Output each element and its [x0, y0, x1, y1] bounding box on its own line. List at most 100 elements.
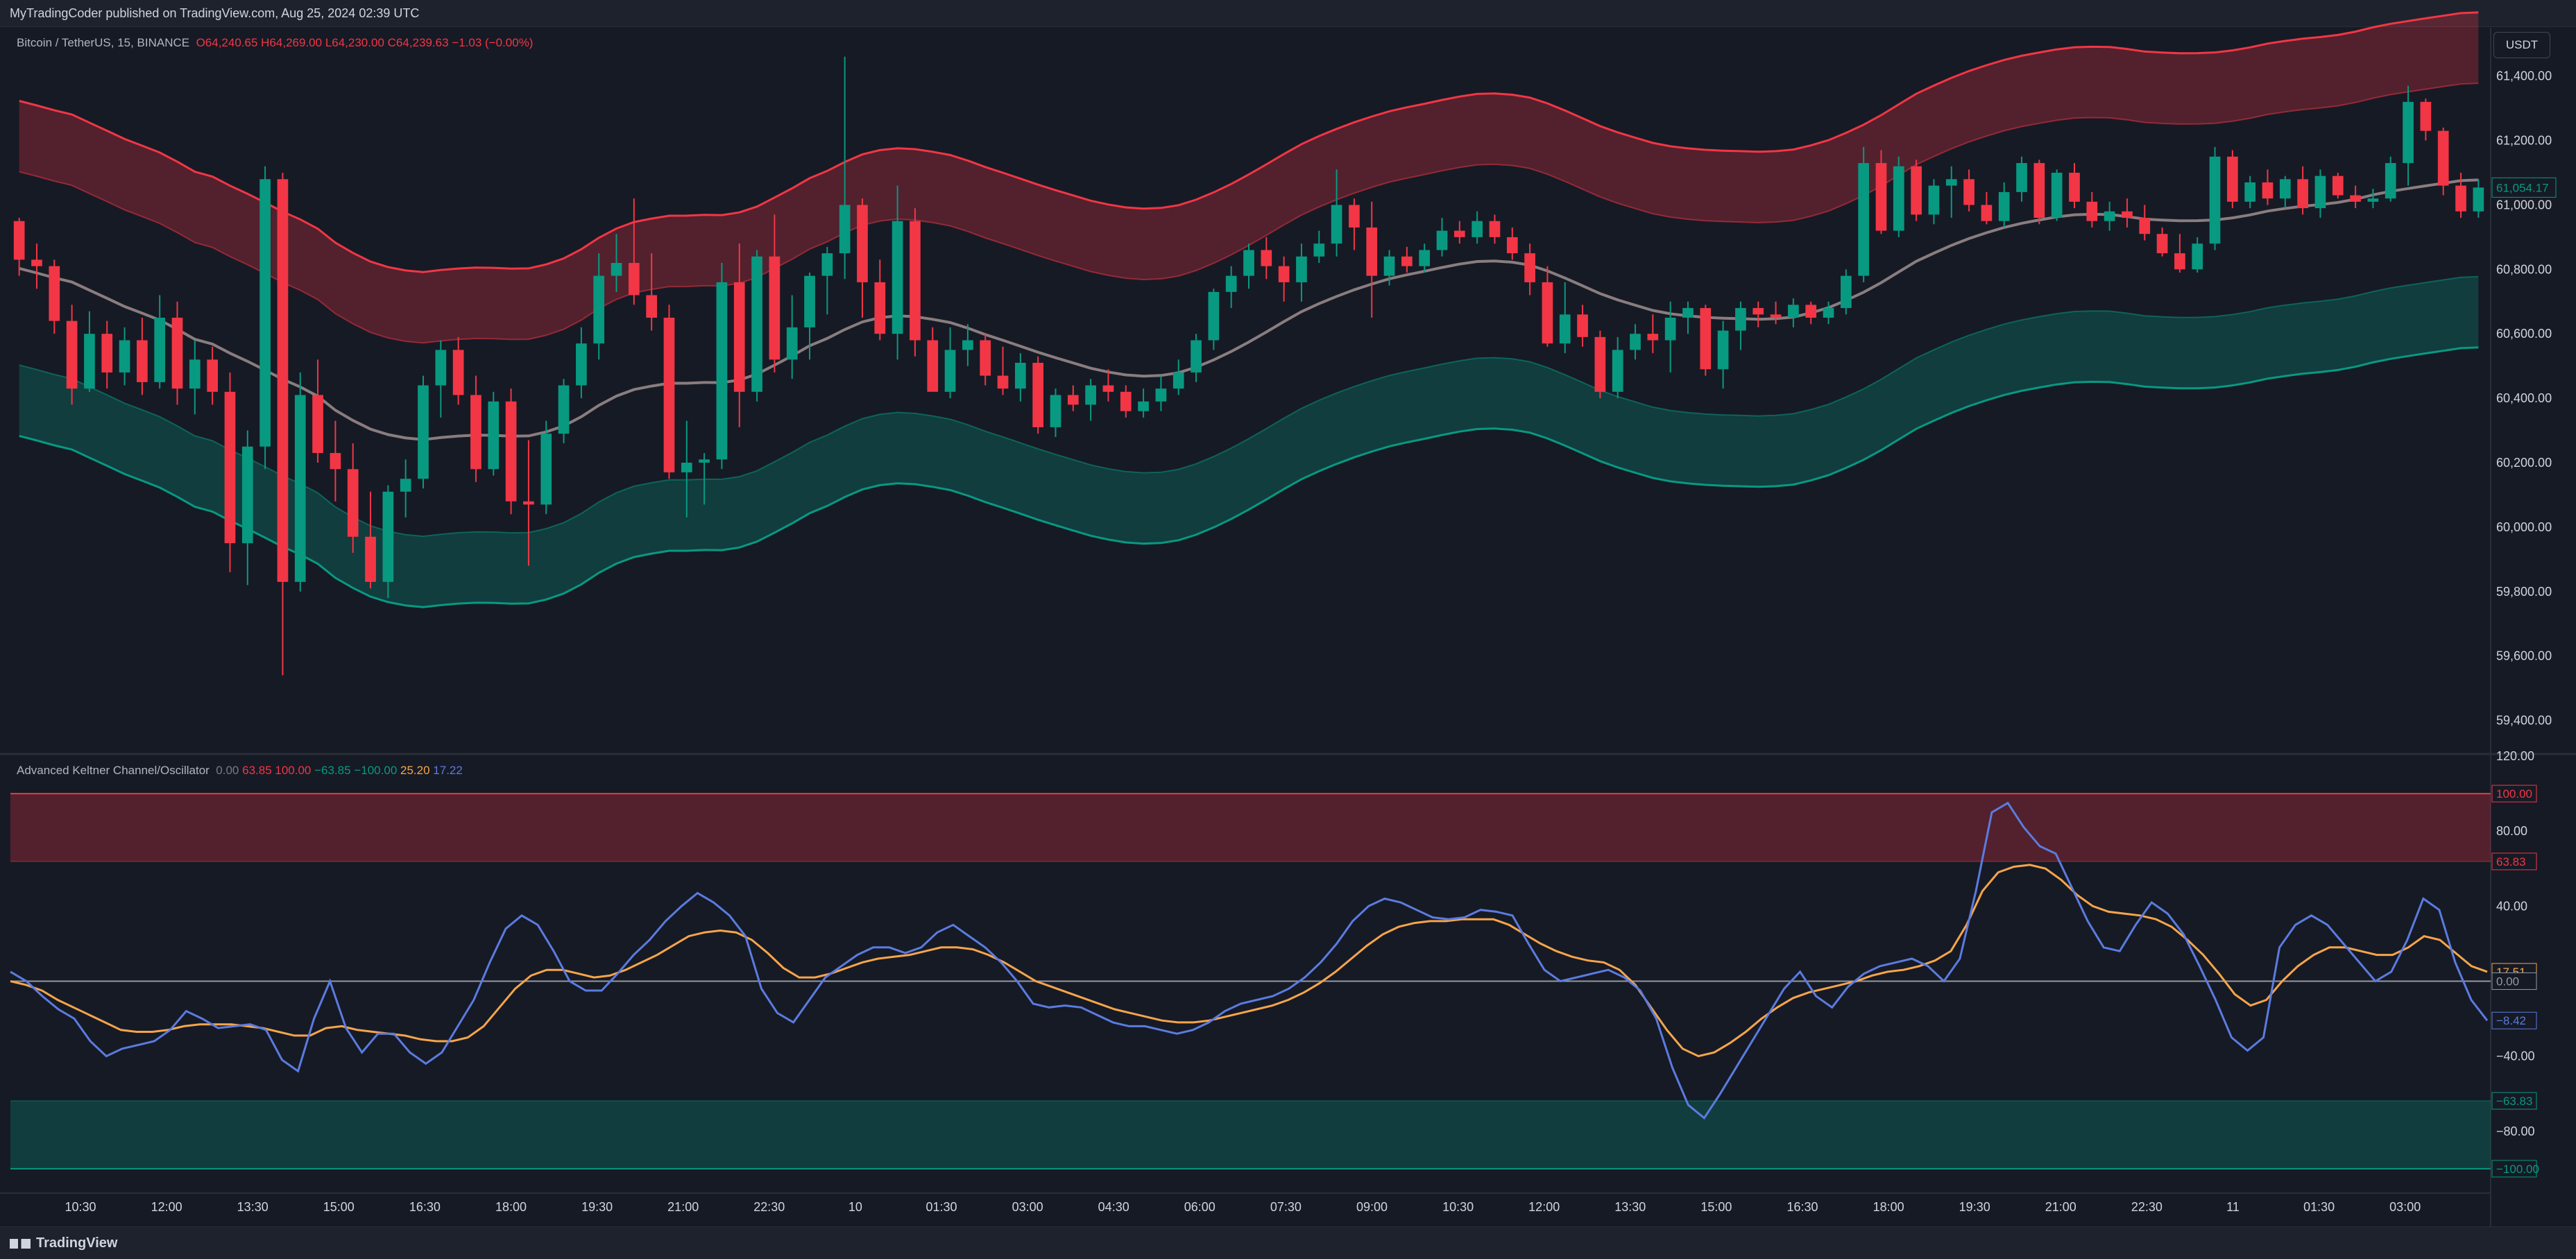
indicator-name[interactable]: Advanced Keltner Channel/Oscillator — [17, 764, 210, 777]
candle-body — [1928, 185, 1940, 215]
symbol-name[interactable]: Bitcoin / TetherUS, 15, BINANCE — [17, 36, 190, 49]
candle-body — [1752, 308, 1764, 315]
candle-body — [1296, 256, 1307, 282]
zero-level-tag-label: 0.00 — [2496, 975, 2519, 988]
indicator-value-zero: 0.00 — [216, 764, 239, 777]
time-tick-label: 19:30 — [581, 1200, 613, 1214]
candle-body — [733, 282, 745, 392]
time-tick-label: 12:00 — [151, 1200, 182, 1214]
candle-body — [2122, 211, 2133, 219]
oscillator-pane — [0, 756, 2576, 1193]
indicator-legend[interactable]: Advanced Keltner Channel/Oscillator 0.00… — [17, 764, 463, 778]
time-tick-label: 01:30 — [2303, 1200, 2335, 1214]
brand-name: TradingView — [36, 1235, 118, 1251]
oscillator-line — [10, 801, 2489, 1120]
candle-body — [1647, 334, 1659, 341]
lower-outer-line — [19, 346, 2479, 608]
candle-body — [2016, 163, 2027, 192]
change-value: −1.03 (−0.00%) — [452, 36, 534, 49]
candle-body — [1805, 305, 1817, 318]
candle-body — [2437, 130, 2449, 186]
candle-body — [2403, 101, 2414, 164]
currency-button[interactable]: USDT — [2493, 32, 2550, 58]
published-text: MyTradingCoder published on TradingView.… — [10, 6, 420, 20]
candle-body — [435, 350, 447, 386]
candle-body — [1436, 230, 1448, 250]
candle-body — [2139, 218, 2151, 234]
candle-body — [330, 453, 341, 470]
oscillator-value-tag-label: −8.42 — [2496, 1014, 2526, 1027]
tradingview-logo-icon — [10, 1238, 31, 1249]
candle-body — [207, 359, 219, 392]
candle-body — [1243, 250, 1254, 276]
candle-body — [910, 221, 921, 341]
candle-body — [663, 318, 675, 472]
price-tick-label: 60,600.00 — [2496, 327, 2552, 341]
candle-body — [1577, 314, 1588, 337]
candle-body — [277, 179, 289, 582]
candle-body — [523, 501, 534, 505]
candle-body — [2069, 173, 2080, 202]
candle-body — [1717, 330, 1729, 370]
candle-body — [101, 334, 113, 372]
candle-body — [2314, 175, 2326, 209]
candle-body — [1559, 314, 1571, 344]
candle-body — [1419, 250, 1431, 266]
time-tick-label: 21:00 — [2045, 1200, 2076, 1214]
candle-body — [576, 343, 587, 386]
candle-body — [347, 469, 359, 537]
tradingview-logo[interactable]: TradingView — [10, 1235, 117, 1251]
price-tick-label: 59,800.00 — [2496, 585, 2552, 599]
time-tick-label: 03:00 — [2389, 1200, 2421, 1214]
price-tick-label: 59,600.00 — [2496, 649, 2552, 663]
candle-body — [1261, 250, 1272, 266]
candle-body — [769, 256, 781, 360]
candles — [13, 56, 2484, 676]
candle-body — [189, 359, 201, 389]
open-value: O64,240.65 — [196, 36, 258, 49]
candle-body — [1067, 395, 1079, 405]
inner-upper-level-tag — [2491, 853, 2537, 871]
candle-body — [2192, 243, 2203, 270]
candle-body — [1172, 372, 1184, 389]
candle-body — [2033, 163, 2045, 219]
candle-body — [1682, 308, 1694, 318]
candle-body — [171, 318, 183, 389]
candle-body — [2455, 185, 2466, 212]
candle-body — [681, 463, 692, 472]
candle-body — [1331, 205, 1342, 244]
candle-body — [1630, 334, 1641, 350]
osc-tick-label: −40.00 — [2496, 1050, 2535, 1063]
candle-body — [1664, 318, 1676, 341]
candle-body — [505, 401, 517, 502]
candle-body — [1472, 221, 1483, 237]
indicator-value-signal: 25.20 — [400, 764, 430, 777]
price-tick-label: 60,000.00 — [2496, 520, 2552, 534]
symbol-legend[interactable]: Bitcoin / TetherUS, 15, BINANCE O64,240.… — [17, 36, 533, 50]
candle-body — [857, 205, 868, 282]
price-tick-label: 61,200.00 — [2496, 134, 2552, 148]
candle-body — [1770, 314, 1782, 318]
candle-body — [611, 263, 622, 276]
time-tick-label: 04:30 — [1098, 1200, 1129, 1214]
candle-body — [470, 395, 481, 470]
candle-body — [786, 327, 798, 360]
upper-level-tag-label: 100.00 — [2496, 787, 2532, 800]
candle-body — [1050, 395, 1061, 427]
candle-body — [1823, 308, 1834, 318]
candle-body — [1963, 179, 1974, 205]
candle-body — [1735, 308, 1746, 331]
zero-level-tag — [2491, 972, 2537, 990]
last-price-tag-label: 61,054.17 — [2496, 181, 2549, 194]
candle-body — [892, 221, 903, 334]
low-value: L64,230.00 — [325, 36, 384, 49]
candle-body — [1349, 205, 1360, 228]
candle-body — [699, 459, 710, 463]
candle-body — [593, 275, 605, 344]
candle-body — [2350, 195, 2361, 202]
candle-body — [1383, 256, 1395, 276]
lower-inner-line — [19, 275, 2479, 538]
candle-body — [1120, 391, 1132, 411]
candle-body — [944, 350, 956, 392]
